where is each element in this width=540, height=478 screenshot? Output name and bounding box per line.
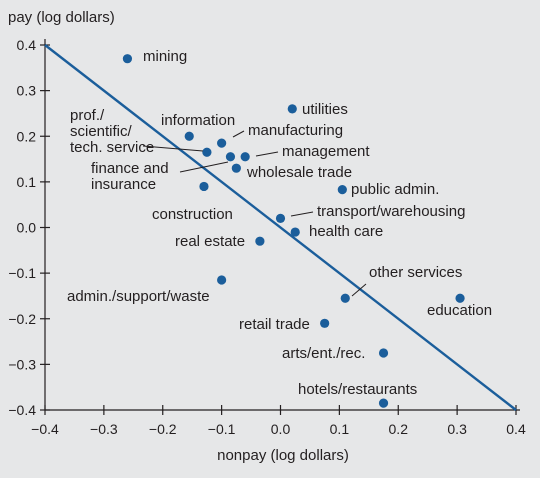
x-tick-label: −0.2 [149,421,177,437]
point-label: hotels/restaurants [298,381,417,398]
y-tick-label: 0.2 [17,128,37,144]
data-point [287,104,297,114]
y-tick-label: −0.3 [8,356,36,372]
point-label: prof./scientific/tech. service [70,107,154,156]
x-tick-label: 0.0 [271,421,291,437]
plot-area: 0.4 0.3 0.2 0.1 0.0 −0.1 −0.2 −0.3 −0.4 −0.4 −0.3 −… [8,37,526,437]
point-label: retail trade [239,316,310,333]
y-tick-label: 0.4 [17,37,37,53]
x-tick-label: 0.2 [389,421,409,437]
point-label: finance and insurance [91,160,169,193]
data-point [290,227,300,237]
reference-line [44,44,517,411]
point-label: management [282,143,370,160]
data-point [337,185,347,195]
x-tick-label: −0.3 [90,421,118,437]
x-tick-label: 0.4 [506,421,526,437]
point-label: public admin. [351,181,439,198]
data-point [378,348,389,358]
leader-line [179,161,229,173]
data-point [255,236,265,246]
point-label: transport/warehousing [317,203,465,220]
data-point [455,293,465,303]
leader-line [255,151,279,157]
x-axis-title: nonpay (log dollars) [217,447,349,464]
leader-line [232,130,245,138]
data-point [217,275,227,285]
point-label: mining [143,48,187,65]
leader-line [142,145,204,152]
point-label: education [427,302,492,319]
data-point [231,163,241,173]
data-point [320,318,330,328]
data-point [202,147,212,157]
x-tick-label: −0.4 [31,421,59,437]
x-tick-label: 0.3 [447,421,467,437]
data-point [340,293,350,303]
point-label: arts/ent./rec. [282,345,365,362]
data-point [225,152,236,162]
data-point [184,131,194,141]
point-label: real estate [175,233,245,250]
point-label: other services [369,264,462,281]
point-label: construction [152,206,233,223]
leader-line [290,211,314,217]
data-point [122,54,133,64]
point-label: health care [309,223,383,240]
y-tick-label: −0.2 [8,311,36,327]
x-tick-label: 0.1 [330,421,350,437]
y-tick-label: 0.1 [17,174,37,190]
leader-line [351,283,367,297]
y-tick-label: −0.4 [8,402,36,418]
point-label: wholesale trade [246,164,352,181]
data-point [199,181,209,192]
point-label: utilities [302,101,348,118]
point-label: manufacturing [248,122,343,139]
y-tick-label: 0.0 [17,220,37,236]
data-point [217,138,227,148]
y-tick-label: −0.1 [8,265,36,281]
point-label: information [161,112,235,129]
data-point [378,398,389,408]
x-tick-label: −0.1 [208,421,236,437]
y-axis-title: pay (log dollars) [8,9,115,26]
data-point [275,213,286,223]
data-point [240,152,250,162]
point-label: admin./support/waste [67,288,210,305]
y-tick-label: 0.3 [17,83,37,99]
